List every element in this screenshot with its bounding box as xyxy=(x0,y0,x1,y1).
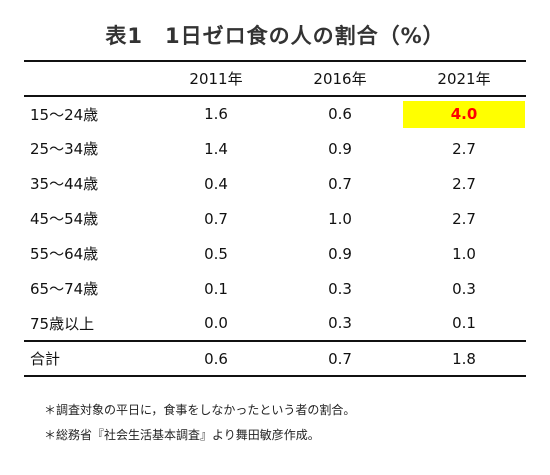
footnote: ＊総務省『社会生活基本調査』より舞田敏彦作成。 xyxy=(44,428,320,442)
table-body: 15～24歳 1.6 0.6 4.0 25～34歳 1.4 0.9 2.7 35… xyxy=(24,96,526,341)
cell-2021: 2.7 xyxy=(452,209,476,228)
cell-2011: 1.6 xyxy=(204,105,228,123)
table-row: 45～54歳 0.7 1.0 2.7 xyxy=(24,201,526,236)
total-row: 合計 0.6 0.7 1.8 xyxy=(24,341,526,376)
table-row: 25～34歳 1.4 0.9 2.7 xyxy=(24,131,526,166)
cell-2016: 0.3 xyxy=(328,279,352,298)
cell-2016: 0.9 xyxy=(328,244,352,263)
cell-2021: 2.7 xyxy=(452,174,476,193)
cell-2021: 2.7 xyxy=(452,139,476,158)
cell-2021: 1.0 xyxy=(452,244,476,263)
cell-2011: 0.7 xyxy=(204,209,228,228)
cell-2011: 0.0 xyxy=(204,314,228,332)
cell-2016: 0.9 xyxy=(328,139,352,158)
table-row: 65～74歳 0.1 0.3 0.3 xyxy=(24,271,526,306)
row-label: 25～34歳 xyxy=(30,140,99,158)
header-2011: 2011年 xyxy=(189,70,243,88)
cell-2016: 1.0 xyxy=(328,209,352,228)
header-blank xyxy=(24,61,154,96)
data-table: 2011年 2016年 2021年 15～24歳 1.6 0.6 4.0 25～… xyxy=(24,60,526,377)
table-row: 35～44歳 0.4 0.7 2.7 xyxy=(24,166,526,201)
cell-2016: 0.7 xyxy=(328,174,352,193)
row-label: 35～44歳 xyxy=(30,175,99,193)
table-row: 75歳以上 0.0 0.3 0.1 xyxy=(24,306,526,341)
total-2011: 0.6 xyxy=(204,349,228,368)
cell-2021: 0.1 xyxy=(452,314,476,332)
cell-2021: 0.3 xyxy=(452,279,476,298)
row-label: 55～64歳 xyxy=(30,245,99,263)
cell-2021-highlighted: 4.0 xyxy=(402,96,526,131)
table-title: 表1 1日ゼロ食の人の割合（%） xyxy=(105,24,445,48)
footnotes: ＊調査対象の平日に，食事をしなかったという者の割合。 ＊総務省『社会生活基本調査… xyxy=(44,398,355,448)
row-label: 75歳以上 xyxy=(30,314,95,333)
cell-2011: 0.1 xyxy=(204,279,228,298)
table-row: 15～24歳 1.6 0.6 4.0 xyxy=(24,96,526,131)
cell-2016: 0.6 xyxy=(328,105,352,123)
table-row: 55～64歳 0.5 0.9 1.0 xyxy=(24,236,526,271)
header-row: 2011年 2016年 2021年 xyxy=(24,61,526,96)
row-label: 45～54歳 xyxy=(30,210,99,228)
cell-2011: 0.5 xyxy=(204,244,228,263)
total-2016: 0.7 xyxy=(328,349,352,368)
data-table-container: 2011年 2016年 2021年 15～24歳 1.6 0.6 4.0 25～… xyxy=(24,60,526,377)
cell-2016: 0.3 xyxy=(328,314,352,332)
table-header: 2011年 2016年 2021年 xyxy=(24,61,526,96)
header-2021: 2021年 xyxy=(437,70,491,88)
highlight-value: 4.0 xyxy=(403,100,525,128)
row-label: 15～24歳 xyxy=(30,105,99,124)
total-label: 合計 xyxy=(30,350,61,368)
header-2016: 2016年 xyxy=(313,70,367,88)
cell-2011: 0.4 xyxy=(204,174,228,193)
total-2021: 1.8 xyxy=(452,349,476,368)
row-label: 65～74歳 xyxy=(30,280,99,298)
table-total: 合計 0.6 0.7 1.8 xyxy=(24,341,526,376)
footnote: ＊調査対象の平日に，食事をしなかったという者の割合。 xyxy=(44,403,356,417)
cell-2011: 1.4 xyxy=(204,139,228,158)
